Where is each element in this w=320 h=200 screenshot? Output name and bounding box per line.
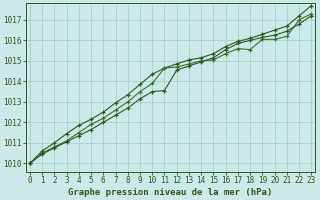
X-axis label: Graphe pression niveau de la mer (hPa): Graphe pression niveau de la mer (hPa) [68,188,273,197]
